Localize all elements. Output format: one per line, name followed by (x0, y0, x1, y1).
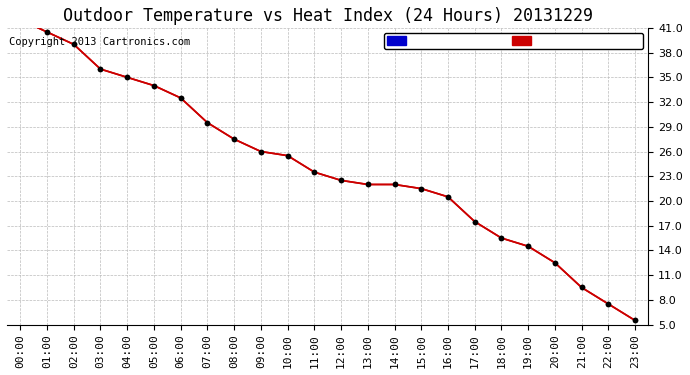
Title: Outdoor Temperature vs Heat Index (24 Hours) 20131229: Outdoor Temperature vs Heat Index (24 Ho… (63, 7, 593, 25)
Text: Copyright 2013 Cartronics.com: Copyright 2013 Cartronics.com (9, 37, 190, 47)
Legend: Heat Index  (°F), Temperature  (°F): Heat Index (°F), Temperature (°F) (384, 33, 643, 50)
